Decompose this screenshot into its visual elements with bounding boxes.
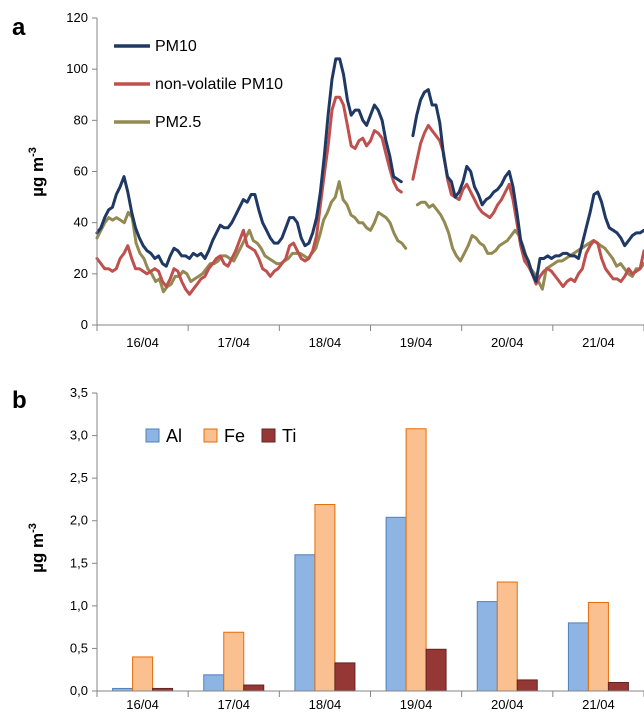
panel-a-series-line-pm10: [95, 57, 644, 283]
panel-a-y-axis: 0 20 40 60 80 100 120: [66, 10, 97, 332]
panel-a-ylabel-sup: -3: [27, 147, 39, 157]
panel-a-ylabel-text: µg m: [28, 157, 47, 197]
panel-b-ytick-label: 1,5: [70, 555, 88, 570]
panel-b-legend-swatch: [145, 428, 160, 443]
panel-a-ytick-label: 60: [74, 164, 88, 179]
panel-b-bar-al: [294, 554, 316, 692]
panel-b-bar-fe: [314, 504, 336, 692]
panel-b-bar-ti: [243, 684, 265, 692]
panel-b-ytick-label: 2,5: [70, 470, 88, 485]
panel-b-ytick-label: 2,0: [70, 513, 88, 528]
panel-b-xtick-label: 19/04: [400, 697, 433, 712]
panel-b-legend-swatch: [261, 428, 276, 443]
panel-b-ylabel-sup: -3: [27, 523, 39, 533]
panel-b-legend-label: Fe: [224, 426, 245, 446]
panel-a-xtick-label: 18/04: [309, 335, 342, 350]
panel-b-ylabel: µg m-3: [27, 523, 47, 573]
panel-b-xtick-label: 17/04: [217, 697, 250, 712]
panel-a-xtick-label: 19/04: [400, 335, 433, 350]
panel-b-x-axis: 16/04 17/04 18/04 19/04 20/04 21/04: [96, 691, 644, 712]
panel-b-bar-fe: [496, 581, 518, 692]
panel-a-xtick-label: 21/04: [582, 335, 615, 350]
panel-b-xtick-label: 20/04: [491, 697, 524, 712]
panel-a-ytick-label: 0: [81, 317, 88, 332]
panel-b-bar-fe: [405, 428, 427, 692]
panel-a-legend-label: non-volatile PM10: [155, 76, 283, 93]
panel-a-x-axis: 16/04 17/04 18/04 19/04 20/04 21/04: [96, 325, 644, 350]
panel-a-letter: a: [12, 14, 26, 41]
panel-a-ytick-label: 40: [74, 215, 88, 230]
panel-a-ylabel: µg m-3: [27, 147, 47, 197]
panel-b-xtick-label: 18/04: [309, 697, 342, 712]
panel-b-legend: Al Fe Ti: [145, 426, 296, 446]
panel-b-ytick-label: 3,0: [70, 428, 88, 443]
panel-b-bar-al: [385, 516, 407, 692]
panel-a-xtick-label: 16/04: [126, 335, 159, 350]
panel-b-xtick-label: 16/04: [126, 697, 159, 712]
panel-b-bar-ti: [334, 662, 356, 692]
panel-b-ytick-label: 0,5: [70, 640, 88, 655]
panel-b-letter: b: [12, 387, 27, 414]
panel-a-ytick-label: 120: [66, 10, 88, 25]
panel-b-xtick-label: 21/04: [582, 697, 615, 712]
panel-b-legend-swatch: [203, 428, 218, 443]
panel-a-series-line-non-volatile-pm10: [95, 95, 644, 296]
panel-a-legend-label: PM10: [155, 38, 197, 55]
panel-a-xtick-label: 17/04: [217, 335, 250, 350]
panel-b-bar-al: [203, 674, 225, 692]
panel-a-plot-area: [95, 57, 644, 296]
panel-a-legend: PM10 non-volatile PM10 PM2.5: [114, 38, 283, 131]
panel-a-ytick-label: 100: [66, 61, 88, 76]
panel-b-bar-al: [476, 601, 498, 692]
panel-b-ytick-label: 0,0: [70, 683, 88, 698]
panel-b-bar-fe: [223, 631, 245, 692]
panel-b-plot-area: [112, 428, 629, 692]
panel-b-bar-fe: [132, 656, 154, 692]
panel-b-bar-ti: [516, 679, 538, 692]
panel-b-ytick-label: 1,0: [70, 598, 88, 613]
panel-b-bar-ti: [607, 681, 629, 692]
panel-b-legend-label: Ti: [282, 426, 296, 446]
panel-a-ytick-label: 80: [74, 112, 88, 127]
panel-a-xtick-label: 20/04: [491, 335, 524, 350]
panel-b-ylabel-text: µg m: [28, 533, 47, 573]
panel-b-bar-fe: [587, 601, 609, 692]
panel-b-ytick-label: 3,5: [70, 385, 88, 400]
panel-a-legend-label: PM2.5: [155, 114, 201, 131]
panel-a-ytick-label: 20: [74, 266, 88, 281]
svg-text:µg m-3: µg m-3: [27, 147, 47, 197]
panel-b-bar-ti: [425, 648, 447, 692]
panel-b-y-axis: 0,0 0,5 1,0 1,5 2,0 2,5 3,0 3,5: [70, 385, 97, 698]
svg-text:µg m-3: µg m-3: [27, 523, 47, 573]
panel-b-bar-al: [567, 622, 589, 692]
panel-b-legend-label: Al: [166, 426, 182, 446]
